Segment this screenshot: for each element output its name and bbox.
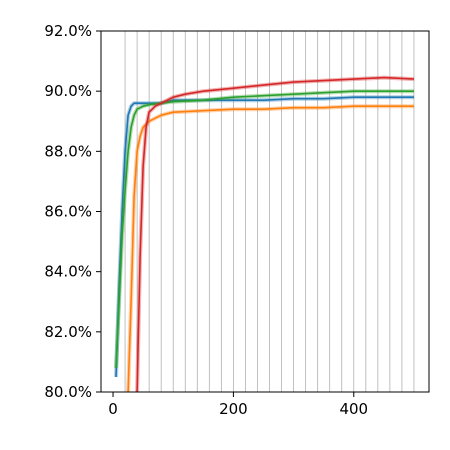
- x-axis: 0 200 400: [108, 392, 368, 418]
- y-tick-label-82: 82.0%: [44, 323, 92, 341]
- y-tick-label-80: 80.0%: [44, 383, 92, 401]
- x-tick-label-200: 200: [219, 400, 248, 418]
- vertical-gridlines: [124, 31, 415, 392]
- series-1-line: [127, 105, 414, 392]
- y-tick-label-84: 84.0%: [44, 263, 92, 281]
- series-3-line: [136, 76, 415, 392]
- y-axis: 80.0% 82.0% 84.0% 86.0% 88.0% 90.0% 92.0%: [44, 22, 101, 401]
- x-tick-label-400: 400: [339, 400, 368, 418]
- y-tick-label-90: 90.0%: [44, 82, 92, 100]
- series-2-line: [115, 90, 414, 368]
- y-tick-label-88: 88.0%: [44, 142, 92, 160]
- x-tick-label-0: 0: [108, 400, 118, 418]
- series-lines: [114, 75, 415, 392]
- y-tick-label-86: 86.0%: [44, 203, 92, 221]
- y-tick-label-92: 92.0%: [44, 22, 92, 40]
